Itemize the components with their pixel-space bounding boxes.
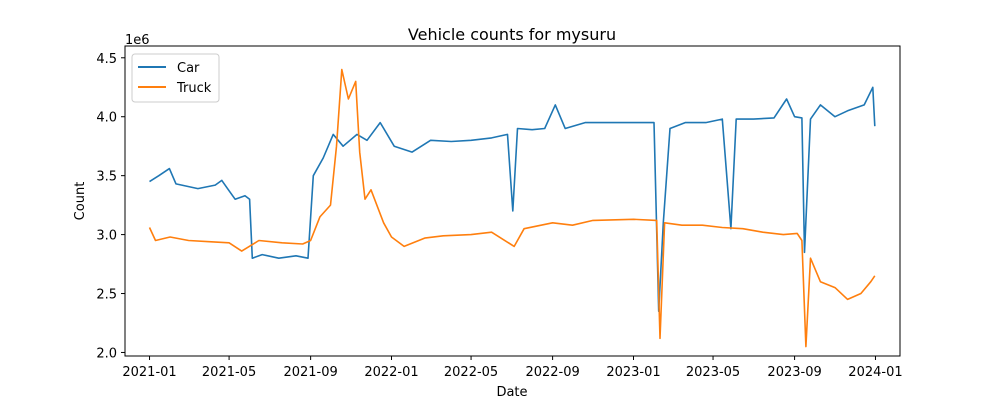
y-tick-label: 2.5 [96,288,117,303]
x-tick-label: 2022-05 [444,365,498,380]
y-tick-label: 4.5 [96,52,117,67]
x-tick-label: 2021-05 [202,365,256,380]
legend-label-truck: Truck [176,81,212,96]
x-tick-label: 2024-01 [848,365,902,380]
x-axis-ticks: 2021-01 2021-05 2021-09 2022-01 2022-05 2022-… [122,356,903,380]
y-tick-label: 3.0 [96,229,117,244]
x-tick-label: 2022-01 [364,365,418,380]
x-tick-label: 2021-09 [283,365,337,380]
y-axis-ticks: 2.0 2.5 3.0 3.5 4.0 4.5 [96,52,125,361]
series-line-car [149,86,876,312]
x-tick-label: 2023-09 [767,365,821,380]
y-scale-label: 1e6 [125,33,150,48]
x-tick-label: 2023-01 [606,365,660,380]
x-axis-label: Date [496,385,527,400]
chart-title: Vehicle counts for mysuru [408,25,616,44]
legend-label-car: Car [177,61,200,76]
plot-frame [124,45,901,357]
x-tick-label: 2023-05 [686,365,740,380]
x-tick-label: 2022-09 [525,365,579,380]
y-tick-label: 3.5 [96,170,117,185]
y-tick-label: 4.0 [96,111,117,126]
series-layer [148,68,876,348]
y-tick-label: 2.0 [96,346,117,361]
y-axis-label: Count [73,182,88,221]
series-line-truck [148,68,876,348]
legend: Car Truck [131,53,220,103]
x-tick-label: 2021-01 [122,365,176,380]
